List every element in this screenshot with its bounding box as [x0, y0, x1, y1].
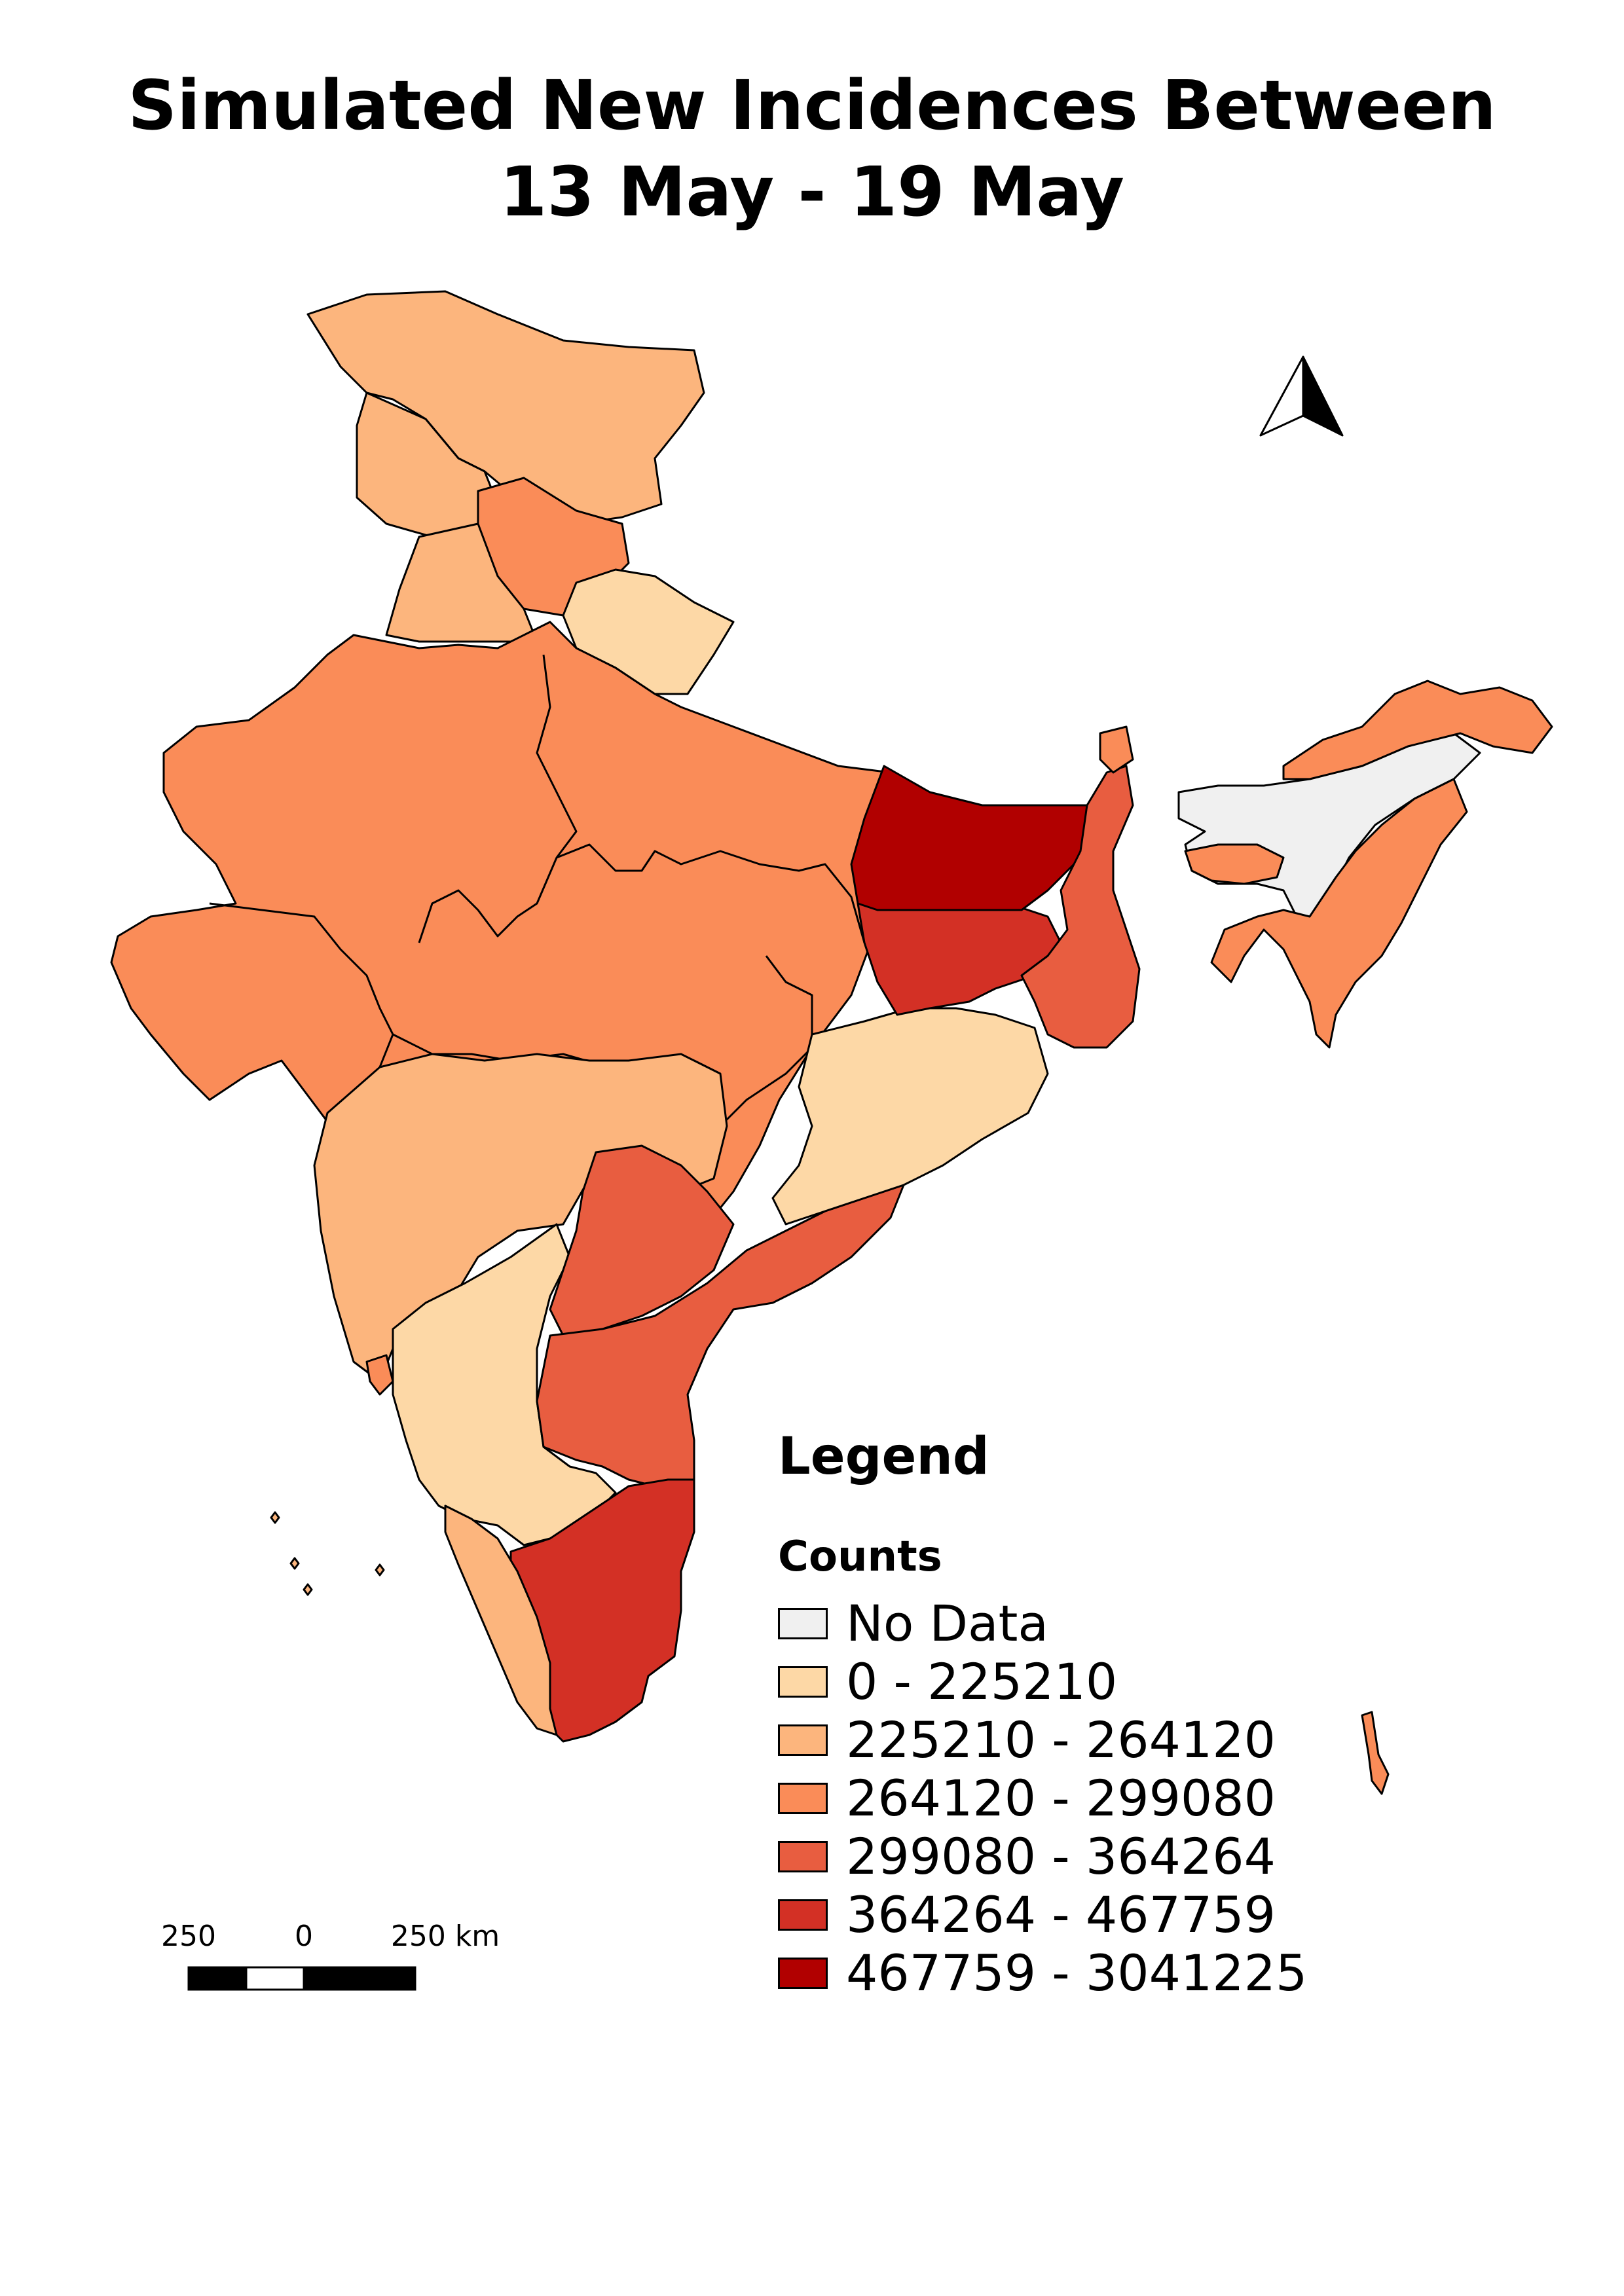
legend-label: 299080 - 364264 — [846, 1827, 1276, 1886]
legend-swatch — [778, 1841, 828, 1872]
legend-title: Legend — [778, 1427, 989, 1486]
region-bihar — [850, 765, 1095, 911]
legend-label: 467759 - 3041225 — [846, 1944, 1308, 2002]
scale-bar-labels: 250 0 250 km — [0, 1918, 1624, 1958]
region-west-bengal — [1020, 765, 1141, 1049]
legend-swatch — [778, 1958, 828, 1989]
region-odisha — [771, 1007, 1049, 1226]
north-arrow-icon — [1259, 355, 1344, 437]
legend-subtitle: Counts — [778, 1533, 942, 1581]
region-andaman-islands — [1361, 1711, 1390, 1795]
map-title-line1: Simulated New Incidences Between — [128, 65, 1496, 145]
scale-label-center: 0 — [295, 1920, 313, 1953]
legend-swatch — [778, 1899, 828, 1931]
scale-label-left: 250 — [161, 1920, 216, 1953]
region-northeast-states — [1210, 778, 1468, 1049]
legend-swatch — [778, 1666, 828, 1698]
legend-label: 225210 - 264120 — [846, 1711, 1276, 1769]
legend-swatch — [778, 1783, 828, 1814]
legend-swatch — [778, 1608, 828, 1639]
region-telangana — [549, 1144, 735, 1337]
region-andhra-pradesh — [536, 1184, 905, 1487]
region-goa — [365, 1354, 394, 1396]
region-karnataka — [392, 1223, 617, 1546]
legend-swatch — [778, 1724, 828, 1756]
scale-bar — [187, 1966, 416, 1991]
region-haryana — [385, 522, 538, 643]
region-meghalaya — [1184, 843, 1285, 885]
region-lakshadweep — [270, 1511, 385, 1596]
region-arunachal-pradesh — [1282, 680, 1553, 780]
region-jammu-kashmir — [306, 290, 705, 525]
legend-label: No Data — [846, 1594, 1048, 1652]
region-sikkim — [1099, 725, 1134, 774]
map-title-line2: 13 May - 19 May — [500, 152, 1124, 232]
border-rajasthan-mp — [418, 654, 578, 943]
legend-label: 264120 - 299080 — [846, 1769, 1276, 1827]
region-kerala — [444, 1504, 558, 1736]
map-title: Simulated New Incidences Between 13 May … — [0, 62, 1624, 235]
legend-label: 364264 - 467759 — [846, 1886, 1276, 1944]
border-up-mp — [556, 843, 866, 943]
legend-label: 0 - 225210 — [846, 1652, 1118, 1711]
scale-label-right: 250 km — [390, 1920, 500, 1953]
